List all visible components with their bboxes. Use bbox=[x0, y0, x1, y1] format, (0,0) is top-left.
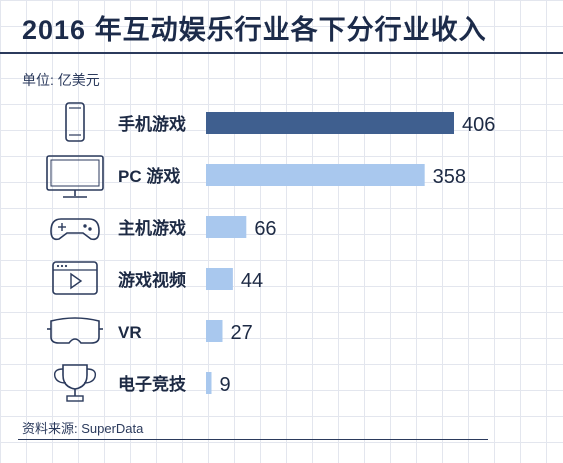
category-label: 电子竞技 bbox=[118, 374, 187, 394]
bar bbox=[206, 164, 425, 186]
trophy-icon bbox=[53, 364, 97, 402]
category-label: 手机游戏 bbox=[118, 114, 186, 134]
bottom-divider bbox=[18, 439, 488, 440]
bar bbox=[206, 320, 223, 342]
bar bbox=[206, 216, 247, 238]
vr-headset-icon bbox=[47, 317, 103, 344]
value-label: 358 bbox=[433, 166, 466, 188]
chart-title: 2016 年互动娱乐行业各下分行业收入 bbox=[22, 15, 487, 45]
unit-label: 单位: 亿美元 bbox=[22, 72, 100, 88]
value-label: 27 bbox=[230, 322, 252, 344]
value-label: 66 bbox=[254, 218, 276, 240]
source-note: 资料来源: SuperData bbox=[22, 421, 144, 436]
title-divider bbox=[0, 52, 563, 54]
smartphone-icon bbox=[65, 102, 85, 142]
monitor-icon bbox=[46, 155, 104, 198]
value-label: 44 bbox=[241, 270, 263, 292]
video-player-icon bbox=[52, 261, 98, 295]
gamepad-icon bbox=[50, 218, 100, 241]
category-label: 主机游戏 bbox=[118, 218, 186, 238]
category-label: PC 游戏 bbox=[118, 166, 180, 186]
category-label: 游戏视频 bbox=[118, 270, 186, 290]
bar bbox=[206, 268, 233, 290]
value-label: 406 bbox=[462, 114, 495, 136]
bar bbox=[206, 372, 212, 394]
category-label: VR bbox=[118, 323, 142, 342]
value-label: 9 bbox=[219, 374, 230, 396]
bar bbox=[206, 112, 454, 134]
